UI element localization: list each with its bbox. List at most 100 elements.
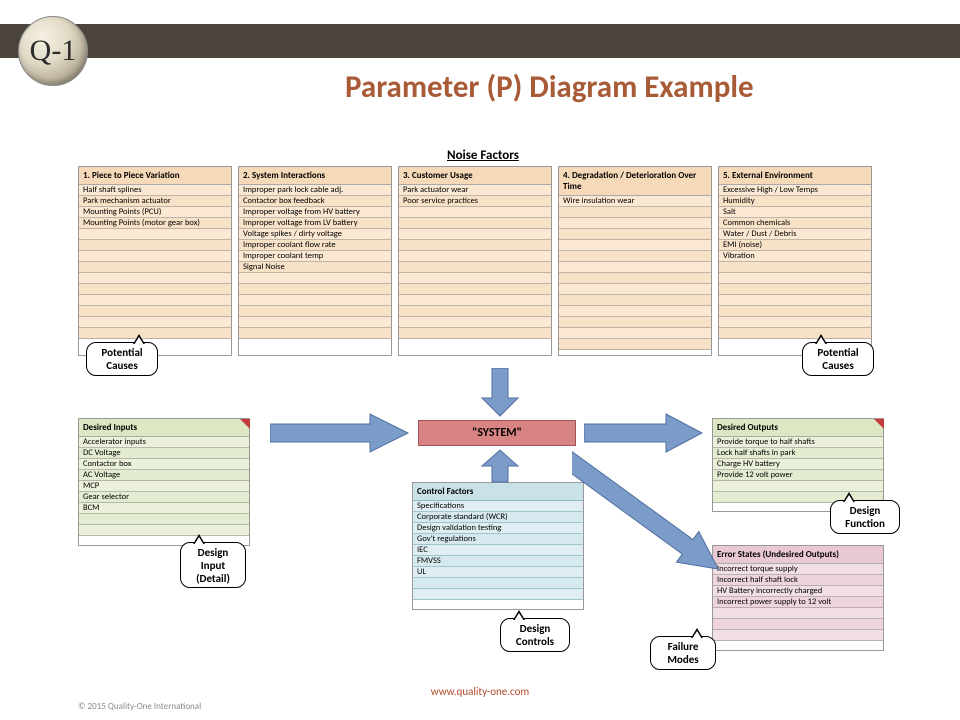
panel-row xyxy=(79,240,231,251)
arrow-control-up xyxy=(480,448,520,484)
panel-row xyxy=(713,630,883,641)
system-box: "SYSTEM" xyxy=(418,420,576,446)
noise-panel-2: 2. System InteractionsImproper park lock… xyxy=(238,166,392,356)
panel-header: 5. External Environment xyxy=(719,167,871,185)
noise-factors-title: Noise Factors xyxy=(447,148,519,163)
panel-row xyxy=(559,218,711,229)
panel-row: Common chemicals xyxy=(719,218,871,229)
panel-row xyxy=(559,284,711,295)
panel-row xyxy=(559,328,711,339)
arrow-system-to-errors xyxy=(572,444,762,574)
panel-row xyxy=(399,284,551,295)
panel-row: Vibration xyxy=(719,251,871,262)
panel-row xyxy=(719,295,871,306)
panel-header: 4. Degradation / Deterioration Over Time xyxy=(559,167,711,196)
panel-row xyxy=(399,317,551,328)
panel-row: UL xyxy=(413,567,583,578)
panel-row: AC Voltage xyxy=(79,470,249,481)
panel-row xyxy=(239,328,391,339)
panel-row xyxy=(399,207,551,218)
panel-row xyxy=(399,229,551,240)
panel-row: Improper coolant temp xyxy=(239,251,391,262)
panel-row: Wire insulation wear xyxy=(559,196,711,207)
panel-row: Design validation testing xyxy=(413,523,583,534)
panel-row xyxy=(79,262,231,273)
panel-header: 2. System Interactions xyxy=(239,167,391,185)
callout-design-controls: Design Controls xyxy=(500,618,570,652)
panel-row xyxy=(239,306,391,317)
panel-row: Voltage spikes / dirty voltage xyxy=(239,229,391,240)
control-factors-panel: Control FactorsSpecificationsCorporate s… xyxy=(412,482,584,610)
panel-row: MCP xyxy=(79,481,249,492)
panel-row xyxy=(399,328,551,339)
panel-header: Desired Outputs xyxy=(713,419,883,437)
panel-row: Signal Noise xyxy=(239,262,391,273)
corner-marker-icon xyxy=(240,419,250,429)
panel-row xyxy=(559,262,711,273)
arrow-inputs-to-system xyxy=(270,410,410,456)
panel-row: Improper voltage from HV battery xyxy=(239,207,391,218)
panel-row: Incorrect power supply to 12 volt xyxy=(713,597,883,608)
panel-row: BCM xyxy=(79,503,249,514)
panel-row: Park mechanism actuator xyxy=(79,196,231,207)
panel-row xyxy=(79,273,231,284)
panel-row xyxy=(399,273,551,284)
panel-row xyxy=(559,273,711,284)
panel-row xyxy=(713,608,883,619)
desired-inputs-panel: Desired InputsAccelerator inputsDC Volta… xyxy=(78,418,250,546)
panel-row xyxy=(239,317,391,328)
noise-panel-1: 1. Piece to Piece VariationHalf shaft sp… xyxy=(78,166,232,356)
panel-row xyxy=(719,306,871,317)
panel-row: Improper coolant flow rate xyxy=(239,240,391,251)
panel-row: Contactor box feedback xyxy=(239,196,391,207)
panel-row: Incorrect half shaft lock xyxy=(713,575,883,586)
panel-row xyxy=(559,207,711,218)
panel-header: 1. Piece to Piece Variation xyxy=(79,167,231,185)
panel-row xyxy=(399,295,551,306)
panel-row: Park actuator wear xyxy=(399,185,551,196)
panel-row xyxy=(239,284,391,295)
panel-row xyxy=(559,295,711,306)
panel-row: Improper park lock cable adj. xyxy=(239,185,391,196)
panel-row: EMI (noise) xyxy=(719,240,871,251)
callout-design-function: Design Function xyxy=(830,500,900,534)
panel-row xyxy=(399,218,551,229)
panel-row: Mounting Points (motor gear box) xyxy=(79,218,231,229)
callout-design-input: Design Input (Detail) xyxy=(180,542,246,588)
panel-header: Desired Inputs xyxy=(79,419,249,437)
panel-row: Corporate standard (WCR) xyxy=(413,512,583,523)
callout-potential-causes-right: Potential Causes xyxy=(802,342,874,376)
callout-potential-causes-left: Potential Causes xyxy=(86,342,158,376)
noise-panel-3: 3. Customer UsagePark actuator wearPoor … xyxy=(398,166,552,356)
panel-row: Excessive High / Low Temps xyxy=(719,185,871,196)
panel-row: HV Battery incorrectly charged xyxy=(713,586,883,597)
top-bar xyxy=(0,24,960,58)
panel-row xyxy=(559,306,711,317)
panel-row: Poor service practices xyxy=(399,196,551,207)
panel-row xyxy=(719,328,871,339)
panel-row: Mounting Points (PCU) xyxy=(79,207,231,218)
noise-panel-4: 4. Degradation / Deterioration Over Time… xyxy=(558,166,712,356)
panel-row xyxy=(79,306,231,317)
panel-row xyxy=(713,619,883,630)
panel-row xyxy=(79,284,231,295)
panel-row xyxy=(559,240,711,251)
panel-row: Half shaft splines xyxy=(79,185,231,196)
panel-row xyxy=(559,339,711,350)
panel-row: Specifications xyxy=(413,501,583,512)
panel-header: Control Factors xyxy=(413,483,583,501)
panel-row xyxy=(239,273,391,284)
panel-row xyxy=(413,589,583,600)
panel-row xyxy=(399,240,551,251)
panel-row xyxy=(559,229,711,240)
panel-row xyxy=(79,251,231,262)
panel-row xyxy=(79,229,231,240)
footer-copyright: © 2015 Quality-One International xyxy=(78,701,201,712)
panel-row xyxy=(719,262,871,273)
footer-url: www.quality-one.com xyxy=(0,685,960,698)
panel-row xyxy=(79,514,249,525)
panel-row xyxy=(719,317,871,328)
panel-row: Gear selector xyxy=(79,492,249,503)
panel-row: Contactor box xyxy=(79,459,249,470)
panel-row: IEC xyxy=(413,545,583,556)
